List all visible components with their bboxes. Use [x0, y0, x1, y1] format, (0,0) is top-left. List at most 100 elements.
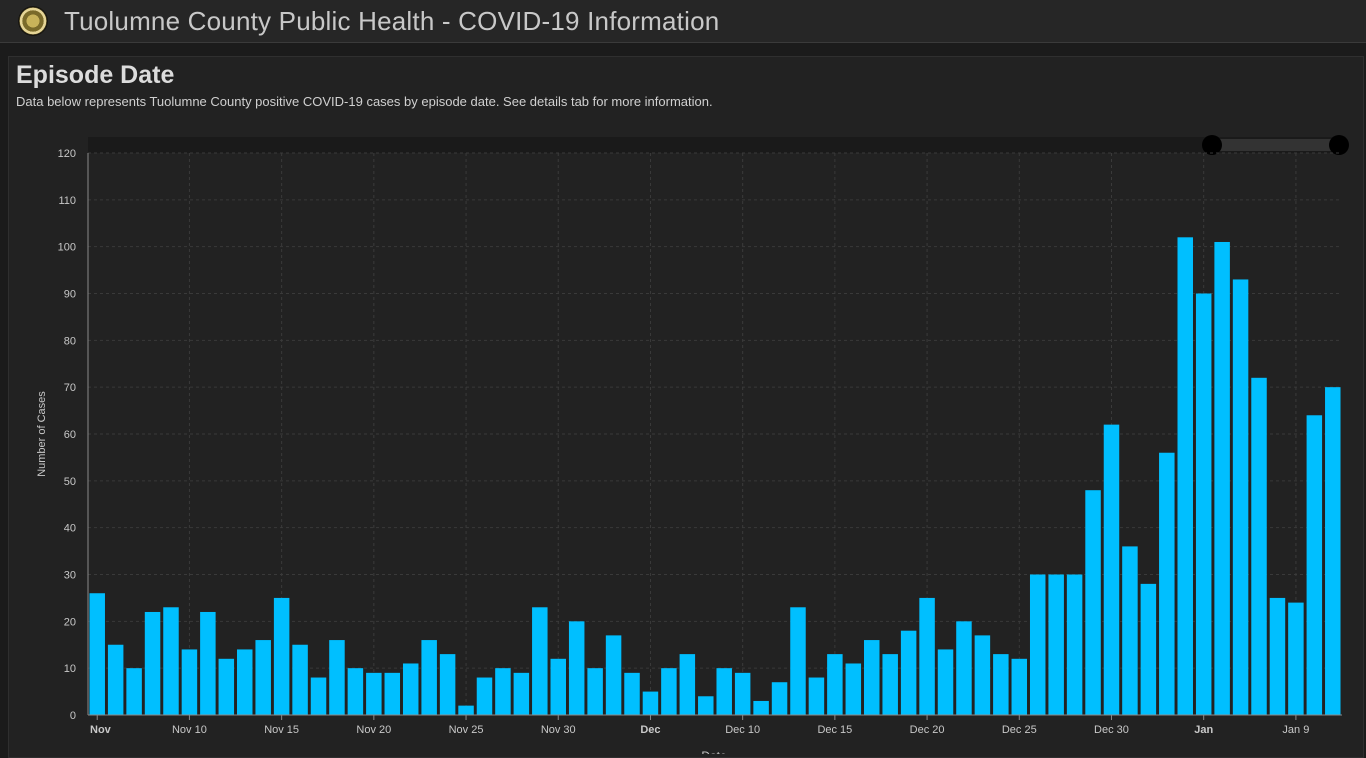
- bar[interactable]: [624, 672, 640, 715]
- zoom-scrollbar-thumb[interactable]: [1212, 139, 1339, 151]
- zoom-handle-right[interactable]: [1329, 135, 1349, 155]
- bar[interactable]: [218, 658, 235, 715]
- bar[interactable]: [605, 635, 622, 715]
- bar[interactable]: [845, 663, 862, 715]
- bar[interactable]: [495, 668, 511, 715]
- bar[interactable]: [882, 654, 898, 715]
- y-tick-label: 50: [64, 476, 76, 488]
- bar[interactable]: [1269, 597, 1286, 715]
- x-tick-label: Nov 15: [264, 724, 299, 736]
- bar[interactable]: [1122, 546, 1138, 715]
- y-tick-label: 100: [58, 242, 76, 254]
- x-tick-label: Nov 30: [541, 724, 576, 736]
- bar[interactable]: [1103, 424, 1120, 715]
- x-tick-label: Dec: [640, 724, 660, 736]
- bar[interactable]: [771, 682, 788, 715]
- x-tick-label: Dec 20: [910, 724, 945, 736]
- x-tick-label: Nov 10: [172, 724, 207, 736]
- bar[interactable]: [366, 672, 382, 715]
- bar[interactable]: [568, 621, 585, 715]
- bar[interactable]: [1177, 237, 1193, 716]
- bar[interactable]: [1066, 574, 1083, 716]
- bar[interactable]: [753, 700, 769, 715]
- bar[interactable]: [421, 640, 437, 715]
- app-header: Tuolumne County Public Health - COVID-19…: [0, 0, 1366, 43]
- county-seal-icon: [18, 6, 48, 36]
- bar[interactable]: [661, 668, 677, 715]
- bar[interactable]: [864, 640, 880, 715]
- bar[interactable]: [956, 621, 972, 715]
- bar[interactable]: [679, 654, 696, 715]
- bar[interactable]: [163, 607, 179, 715]
- bar[interactable]: [532, 607, 548, 715]
- bar[interactable]: [1159, 452, 1175, 715]
- bar[interactable]: [89, 593, 105, 715]
- bar[interactable]: [587, 668, 603, 715]
- y-tick-label: 120: [58, 148, 76, 160]
- bar[interactable]: [937, 649, 954, 715]
- bar[interactable]: [513, 672, 530, 715]
- x-axis-title: Date: [701, 749, 727, 754]
- x-tick-label: Nov: [90, 724, 112, 736]
- bar[interactable]: [1232, 279, 1249, 715]
- bar[interactable]: [1140, 583, 1157, 715]
- x-tick-label: Nov 25: [449, 724, 484, 736]
- y-tick-label: 110: [58, 195, 76, 207]
- bar[interactable]: [550, 658, 566, 715]
- x-tick-label: Jan 9: [1282, 724, 1309, 736]
- bar[interactable]: [1085, 490, 1101, 715]
- bar[interactable]: [255, 640, 271, 715]
- bar[interactable]: [1325, 387, 1341, 715]
- y-tick-label: 70: [64, 382, 76, 394]
- bar[interactable]: [974, 635, 991, 715]
- bar[interactable]: [734, 672, 751, 715]
- panel-title: Episode Date: [16, 61, 175, 89]
- y-tick-label: 90: [64, 289, 76, 301]
- bar[interactable]: [827, 654, 843, 715]
- bar[interactable]: [439, 654, 456, 715]
- x-tick-label: Nov 20: [356, 724, 391, 736]
- x-tick-label: Jan: [1194, 724, 1213, 736]
- zoom-handle-left[interactable]: [1202, 135, 1222, 155]
- bar[interactable]: [107, 644, 124, 715]
- bar[interactable]: [237, 649, 253, 715]
- x-tick-label: Dec 15: [817, 724, 852, 736]
- bar[interactable]: [310, 677, 327, 715]
- bar[interactable]: [1195, 293, 1212, 716]
- bar[interactable]: [402, 663, 419, 715]
- bar[interactable]: [273, 597, 290, 715]
- bar[interactable]: [292, 644, 308, 715]
- bar[interactable]: [144, 611, 161, 715]
- y-tick-label: 30: [64, 570, 76, 582]
- bar[interactable]: [1048, 574, 1064, 716]
- bar[interactable]: [1306, 415, 1323, 715]
- bar[interactable]: [716, 668, 732, 715]
- bar[interactable]: [1288, 602, 1304, 715]
- bar[interactable]: [384, 672, 401, 715]
- y-tick-label: 80: [64, 335, 76, 347]
- y-tick-label: 20: [64, 616, 76, 628]
- bar[interactable]: [919, 597, 935, 715]
- bar[interactable]: [126, 668, 142, 715]
- bar[interactable]: [347, 668, 364, 715]
- bar[interactable]: [476, 677, 493, 715]
- panel-subtitle: Data below represents Tuolumne County po…: [16, 94, 713, 109]
- bar[interactable]: [1011, 658, 1028, 715]
- bar[interactable]: [181, 649, 198, 715]
- zoom-scrollbar-track[interactable]: [88, 137, 1342, 153]
- x-tick-label: Dec 25: [1002, 724, 1037, 736]
- bar[interactable]: [808, 677, 825, 715]
- bar[interactable]: [1214, 241, 1230, 716]
- bar[interactable]: [329, 640, 345, 715]
- bar[interactable]: [200, 611, 216, 715]
- bar[interactable]: [1029, 574, 1046, 716]
- y-axis-title: Number of Cases: [36, 391, 48, 477]
- bar[interactable]: [698, 696, 714, 715]
- bar[interactable]: [1251, 377, 1267, 715]
- bar[interactable]: [900, 630, 917, 715]
- bar[interactable]: [790, 607, 806, 715]
- x-tick-label: Dec 30: [1094, 724, 1129, 736]
- bar[interactable]: [458, 705, 474, 715]
- bar[interactable]: [642, 691, 659, 715]
- bar[interactable]: [993, 654, 1009, 715]
